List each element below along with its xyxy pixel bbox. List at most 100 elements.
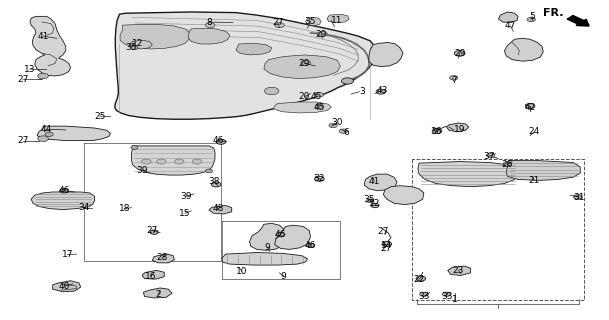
Polygon shape <box>31 192 94 210</box>
Text: 44: 44 <box>41 125 52 134</box>
Text: 16: 16 <box>146 272 157 281</box>
Text: 46: 46 <box>304 241 316 250</box>
Circle shape <box>275 23 284 28</box>
Polygon shape <box>369 42 403 67</box>
Text: 17: 17 <box>62 250 73 259</box>
Polygon shape <box>275 225 311 249</box>
Text: 29: 29 <box>299 59 310 68</box>
Text: 35: 35 <box>125 43 137 52</box>
Text: 46: 46 <box>275 230 286 239</box>
Circle shape <box>432 129 442 134</box>
Text: 12: 12 <box>369 199 381 208</box>
Text: 6: 6 <box>343 128 349 137</box>
Text: 39: 39 <box>181 192 192 201</box>
Text: 27: 27 <box>381 244 392 253</box>
Polygon shape <box>383 186 424 204</box>
Polygon shape <box>209 205 231 214</box>
Circle shape <box>318 31 327 36</box>
Text: 41: 41 <box>368 177 380 186</box>
Polygon shape <box>114 12 376 119</box>
Polygon shape <box>264 55 340 78</box>
Polygon shape <box>132 146 215 175</box>
Text: 15: 15 <box>180 209 191 218</box>
Circle shape <box>141 159 151 164</box>
Circle shape <box>416 276 426 281</box>
Text: 48: 48 <box>213 204 224 213</box>
Circle shape <box>131 46 138 50</box>
Polygon shape <box>273 102 331 113</box>
Circle shape <box>38 136 49 141</box>
Circle shape <box>276 232 285 237</box>
Circle shape <box>205 23 215 28</box>
Text: 36: 36 <box>430 127 442 136</box>
Text: 42: 42 <box>524 103 536 112</box>
Circle shape <box>503 162 512 166</box>
Circle shape <box>449 76 458 80</box>
Text: 27: 27 <box>272 18 283 27</box>
Text: 35: 35 <box>304 17 316 26</box>
Text: 27: 27 <box>147 226 158 235</box>
Text: 28: 28 <box>157 253 168 262</box>
Polygon shape <box>448 266 470 276</box>
Circle shape <box>60 188 68 193</box>
Circle shape <box>382 242 392 246</box>
Text: 34: 34 <box>78 203 90 212</box>
Text: 27: 27 <box>17 136 29 145</box>
Text: 11: 11 <box>331 16 343 25</box>
Text: 24: 24 <box>529 127 540 136</box>
Circle shape <box>454 51 465 56</box>
Circle shape <box>574 195 582 199</box>
Polygon shape <box>120 25 190 49</box>
Polygon shape <box>364 174 397 191</box>
Text: FR.: FR. <box>543 8 564 18</box>
Circle shape <box>38 73 49 79</box>
Text: 46: 46 <box>58 186 69 195</box>
Text: 1: 1 <box>452 295 458 304</box>
Circle shape <box>174 159 184 164</box>
Text: 27: 27 <box>17 75 29 84</box>
Text: 13: 13 <box>24 65 36 74</box>
Text: 29: 29 <box>454 49 465 58</box>
Text: 47: 47 <box>505 21 516 30</box>
FancyArrow shape <box>567 16 589 26</box>
Circle shape <box>487 153 495 157</box>
Polygon shape <box>222 252 308 265</box>
Text: 10: 10 <box>236 267 248 276</box>
Text: 32: 32 <box>314 174 325 183</box>
Polygon shape <box>506 161 580 180</box>
Text: 14: 14 <box>381 241 392 250</box>
Text: 9: 9 <box>281 272 286 281</box>
Text: 37: 37 <box>484 152 495 161</box>
Text: 43: 43 <box>376 86 388 95</box>
Polygon shape <box>129 40 152 49</box>
Text: 8: 8 <box>206 18 212 27</box>
Circle shape <box>367 199 374 203</box>
Circle shape <box>420 292 428 296</box>
Text: 9: 9 <box>265 243 270 252</box>
Polygon shape <box>236 43 272 55</box>
Text: 25: 25 <box>94 112 105 121</box>
Text: 33: 33 <box>441 292 452 301</box>
Circle shape <box>150 230 158 234</box>
Circle shape <box>216 139 226 144</box>
Text: 20: 20 <box>299 92 310 101</box>
Text: 21: 21 <box>529 176 540 185</box>
Circle shape <box>339 129 348 133</box>
Polygon shape <box>504 38 543 61</box>
Polygon shape <box>37 126 110 140</box>
Circle shape <box>342 78 353 84</box>
Circle shape <box>45 132 53 136</box>
Polygon shape <box>327 14 349 23</box>
Circle shape <box>376 89 385 94</box>
Circle shape <box>264 87 279 95</box>
Circle shape <box>131 146 138 149</box>
Text: 2: 2 <box>155 290 161 299</box>
Text: 18: 18 <box>119 204 130 213</box>
Text: 29: 29 <box>315 30 327 39</box>
Text: 45: 45 <box>314 103 325 112</box>
Polygon shape <box>30 16 71 76</box>
Text: 12: 12 <box>132 39 143 48</box>
Circle shape <box>301 60 311 65</box>
Text: 33: 33 <box>418 292 429 301</box>
Circle shape <box>442 292 451 296</box>
